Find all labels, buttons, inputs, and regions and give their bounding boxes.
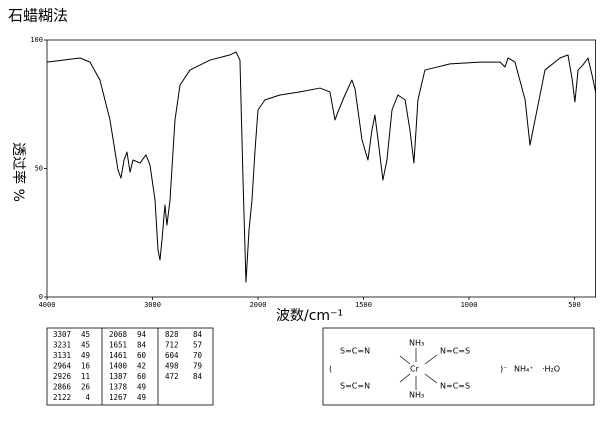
spectrum-line	[46, 51, 597, 283]
peak-transmittance: 49	[137, 393, 146, 402]
peak-wavenumber: 2122	[53, 393, 71, 402]
x-tick-label: 3000	[144, 301, 161, 309]
peak-wavenumber: 828	[165, 330, 179, 339]
ammine: NH₃	[409, 339, 424, 348]
peak-transmittance: 84	[193, 330, 203, 339]
peak-transmittance: 60	[137, 372, 147, 381]
peak-transmittance: 79	[193, 362, 202, 371]
peak-wavenumber: 1267	[109, 393, 127, 402]
y-tick-label: 100	[30, 36, 43, 44]
chart-title: 石蜡糊法	[8, 7, 68, 25]
y-axis-label: 透过率 %	[10, 142, 27, 202]
cation: NH₄⁺	[514, 365, 533, 374]
peak-wavenumber: 2964	[53, 362, 72, 371]
bracket: (	[329, 365, 332, 374]
structure-frame	[322, 327, 595, 406]
bond	[399, 373, 411, 383]
y-tick-label: 0	[39, 293, 43, 301]
peak-transmittance: 45	[81, 341, 90, 350]
bond	[424, 373, 438, 384]
peak-wavenumber: 2926	[53, 372, 72, 381]
water: ·H₂O	[542, 365, 560, 374]
peak-wavenumber: 2866	[53, 383, 72, 392]
ligand: N=C=S	[440, 347, 470, 356]
structure: ( S=C=N S=C=N N=C=S N=C=S Cr NH₃ NH₃ )⁻ …	[329, 339, 560, 400]
peak-transmittance: 84	[137, 341, 147, 350]
peak-transmittance: 49	[81, 351, 90, 360]
peak-transmittance: 16	[81, 362, 91, 371]
peak-transmittance: 94	[137, 330, 147, 339]
peak-wavenumber: 1400	[109, 362, 128, 371]
peak-wavenumber: 498	[165, 362, 179, 371]
peak-wavenumber: 1387	[109, 372, 127, 381]
peak-transmittance: 4	[85, 393, 90, 402]
peak-wavenumber: 712	[165, 341, 179, 350]
peak-transmittance: 26	[81, 383, 91, 392]
y-tick-label: 50	[35, 165, 43, 173]
peak-wavenumber: 3231	[53, 341, 71, 350]
x-tick-label: 500	[568, 301, 581, 309]
peak-transmittance: 57	[193, 341, 202, 350]
peak-transmittance: 60	[137, 351, 147, 360]
peak-wavenumber: 3307	[53, 330, 71, 339]
x-tick-label: 4000	[39, 301, 56, 309]
peak-table-frame	[46, 327, 214, 406]
peak-transmittance: 42	[137, 362, 146, 371]
peak-wavenumber: 604	[165, 351, 179, 360]
peak-transmittance: 11	[81, 372, 90, 381]
x-tick-label: 1000	[461, 301, 478, 309]
peak-wavenumber: 3131	[53, 351, 71, 360]
x-tick-label: 2000	[250, 301, 267, 309]
peak-transmittance: 45	[81, 330, 90, 339]
bond	[424, 354, 438, 365]
peak-wavenumber: 1378	[109, 383, 128, 392]
bond	[399, 355, 411, 365]
x-tick-label: 1500	[355, 301, 372, 309]
peak-transmittance: 84	[193, 372, 203, 381]
peak-transmittance: 70	[193, 351, 203, 360]
ligand: S=C=N	[340, 382, 370, 391]
ligand: N=C=S	[440, 382, 470, 391]
metal: Cr	[410, 365, 420, 374]
peak-wavenumber: 2068	[109, 330, 128, 339]
peak-wavenumber: 1461	[109, 351, 127, 360]
x-axis-label: 波数/cm⁻¹	[276, 308, 343, 324]
bracket: )⁻	[500, 365, 507, 374]
peak-transmittance: 49	[137, 383, 146, 392]
peak-wavenumber: 472	[165, 372, 179, 381]
peak-wavenumber: 1651	[109, 341, 127, 350]
ammine: NH₃	[409, 391, 424, 400]
ligand: S=C=N	[340, 347, 370, 356]
